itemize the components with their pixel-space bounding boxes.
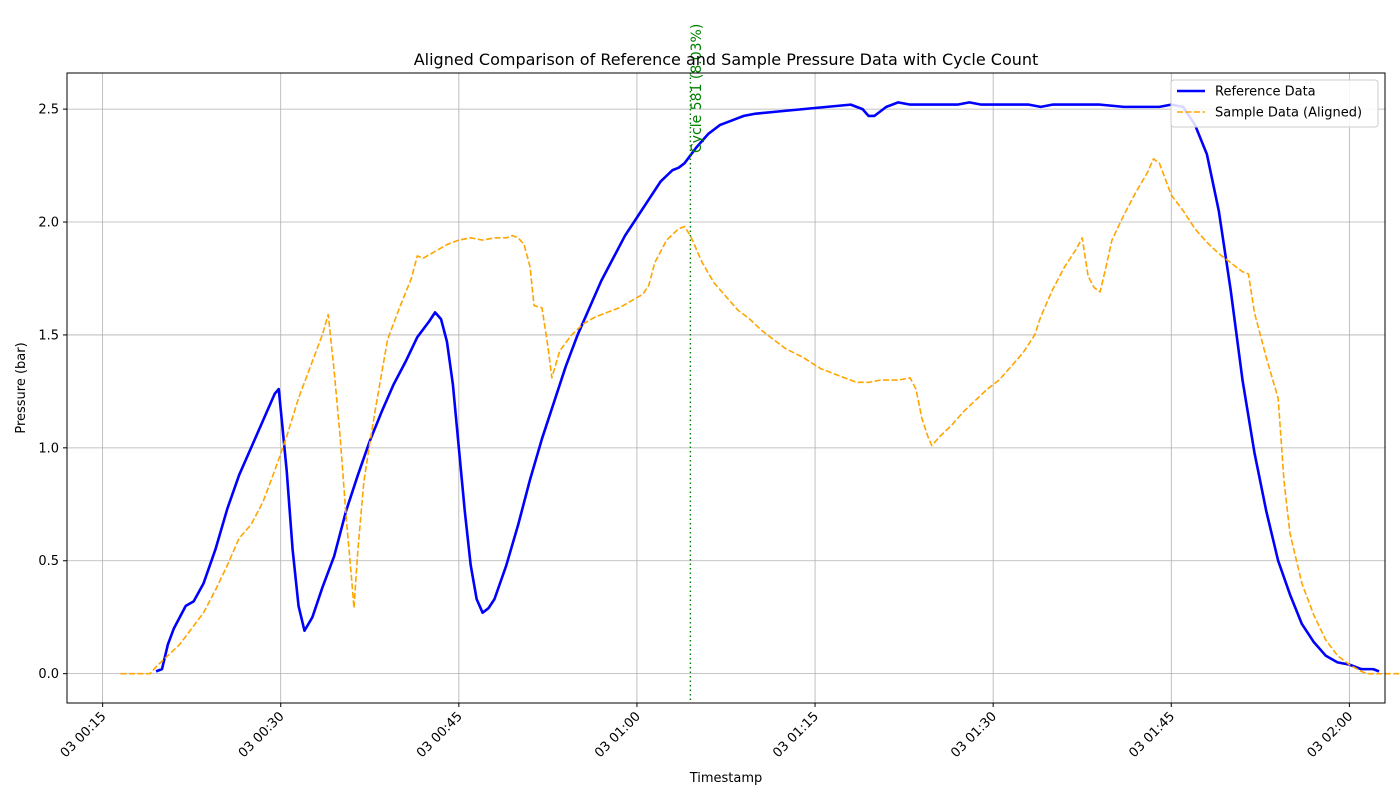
grid xyxy=(67,73,1385,703)
x-tick-label: 03 02:00 xyxy=(1304,709,1356,761)
series-line-sample-data xyxy=(120,158,1400,675)
x-axis-title: Timestamp xyxy=(689,771,763,786)
legend-label: Sample Data (Aligned) xyxy=(1215,106,1362,121)
y-tick-label: 2.5 xyxy=(38,103,59,118)
y-tick-label: 1.0 xyxy=(38,441,59,456)
legend: Reference Data Sample Data (Aligned) xyxy=(1170,79,1379,128)
annotation-layer: Cycle 581 (8.03%) xyxy=(689,24,705,703)
x-tick-label: 03 00:15 xyxy=(58,709,110,761)
series-layer xyxy=(120,101,1400,675)
y-tick-label: 0.0 xyxy=(38,667,59,682)
y-tick-label: 0.5 xyxy=(38,554,59,569)
x-tick-label: 03 01:00 xyxy=(592,709,644,761)
legend-box xyxy=(1170,79,1379,128)
axis-ticks: 03 00:15 03 00:30 03 00:45 03 01:00 03 01:15… xyxy=(38,103,1356,761)
x-tick-label: 03 01:30 xyxy=(948,709,1000,761)
y-tick-label: 2.0 xyxy=(38,216,59,231)
legend-label: Reference Data xyxy=(1215,85,1316,100)
plot-area-frame xyxy=(66,72,1386,704)
series-line-reference-data xyxy=(155,101,1380,673)
x-tick-label: 03 01:45 xyxy=(1126,709,1178,761)
y-tick-label: 1.5 xyxy=(38,328,59,343)
cycle-marker-label: Cycle 581 (8.03%) xyxy=(689,24,705,153)
x-tick-label: 03 00:45 xyxy=(414,709,466,761)
x-tick-label: 03 00:30 xyxy=(236,709,288,761)
y-axis-title: Pressure (bar) xyxy=(14,342,29,433)
x-tick-label: 03 01:15 xyxy=(770,709,822,761)
chart-title: Aligned Comparison of Reference and Samp… xyxy=(414,50,1039,69)
